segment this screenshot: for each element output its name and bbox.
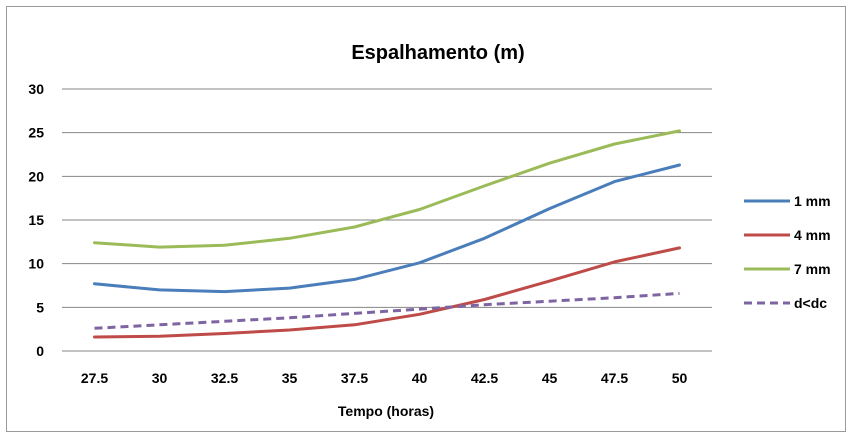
legend: 1 mm 4 mm 7 mm d<dc <box>744 193 831 311</box>
series-line-1 <box>93 246 681 339</box>
data-point <box>483 237 486 240</box>
data-point <box>483 298 486 301</box>
data-point <box>93 241 96 244</box>
data-point <box>353 312 356 315</box>
y-tick-label: 5 <box>36 299 44 315</box>
data-point <box>418 208 421 211</box>
data-point <box>548 162 551 165</box>
data-point <box>613 180 616 183</box>
data-point <box>223 332 226 335</box>
chart-frame <box>6 6 846 432</box>
data-point <box>678 246 681 249</box>
x-tick-label: 50 <box>672 370 688 386</box>
data-point <box>288 329 291 332</box>
data-point <box>548 207 551 210</box>
data-point <box>223 290 226 293</box>
data-point <box>223 320 226 323</box>
x-tick-label: 37.5 <box>341 370 368 386</box>
x-tick-label: 27.5 <box>81 370 108 386</box>
data-point <box>158 246 161 249</box>
legend-label-2: 7 mm <box>794 261 831 277</box>
data-point <box>418 261 421 264</box>
data-point <box>483 184 486 187</box>
legend-label-3: d<dc <box>794 295 827 311</box>
data-point <box>158 323 161 326</box>
data-point <box>93 282 96 285</box>
gridlines <box>62 88 712 308</box>
data-point <box>613 296 616 299</box>
chart-title: Espalhamento (m) <box>351 42 524 64</box>
x-axis-ticks: 27.5 30 32.5 35 37.5 40 42.5 45 47.5 50 <box>81 370 688 386</box>
x-tick-label: 40 <box>412 370 428 386</box>
x-axis-label: Tempo (horas) <box>338 403 434 419</box>
data-point <box>548 300 551 303</box>
data-point <box>418 308 421 311</box>
x-tick-label: 30 <box>152 370 168 386</box>
data-point <box>483 303 486 306</box>
data-point <box>158 335 161 338</box>
series-line-0 <box>93 163 681 294</box>
series-line-2 <box>93 129 681 249</box>
y-tick-label: 15 <box>28 212 44 228</box>
data-point <box>223 244 226 247</box>
y-tick-label: 10 <box>28 256 44 272</box>
series-line-3 <box>94 291 680 330</box>
y-tick-label: 30 <box>28 81 44 97</box>
y-tick-label: 25 <box>28 125 44 141</box>
y-tick-label: 0 <box>36 343 44 359</box>
x-tick-label: 45 <box>542 370 558 386</box>
y-tick-label: 20 <box>28 168 44 184</box>
data-point <box>613 143 616 146</box>
data-point <box>353 225 356 228</box>
data-point <box>93 327 96 330</box>
x-tick-label: 35 <box>282 370 298 386</box>
data-point <box>678 163 681 166</box>
x-tick-label: 32.5 <box>211 370 238 386</box>
data-point <box>678 129 681 132</box>
legend-label-0: 1 mm <box>794 193 831 209</box>
legend-label-1: 4 mm <box>794 227 831 243</box>
series-lines <box>93 129 681 339</box>
data-point <box>678 292 681 295</box>
data-point <box>93 336 96 339</box>
data-point <box>613 260 616 263</box>
data-point <box>353 278 356 281</box>
data-point <box>353 323 356 326</box>
x-tick-label: 47.5 <box>601 370 628 386</box>
x-tick-label: 42.5 <box>471 370 498 386</box>
data-point <box>548 280 551 283</box>
y-axis-ticks: 0 5 10 15 20 25 30 <box>28 81 44 359</box>
data-point <box>288 316 291 319</box>
data-point <box>158 288 161 291</box>
data-point <box>288 237 291 240</box>
data-point <box>418 313 421 316</box>
data-point <box>288 287 291 290</box>
